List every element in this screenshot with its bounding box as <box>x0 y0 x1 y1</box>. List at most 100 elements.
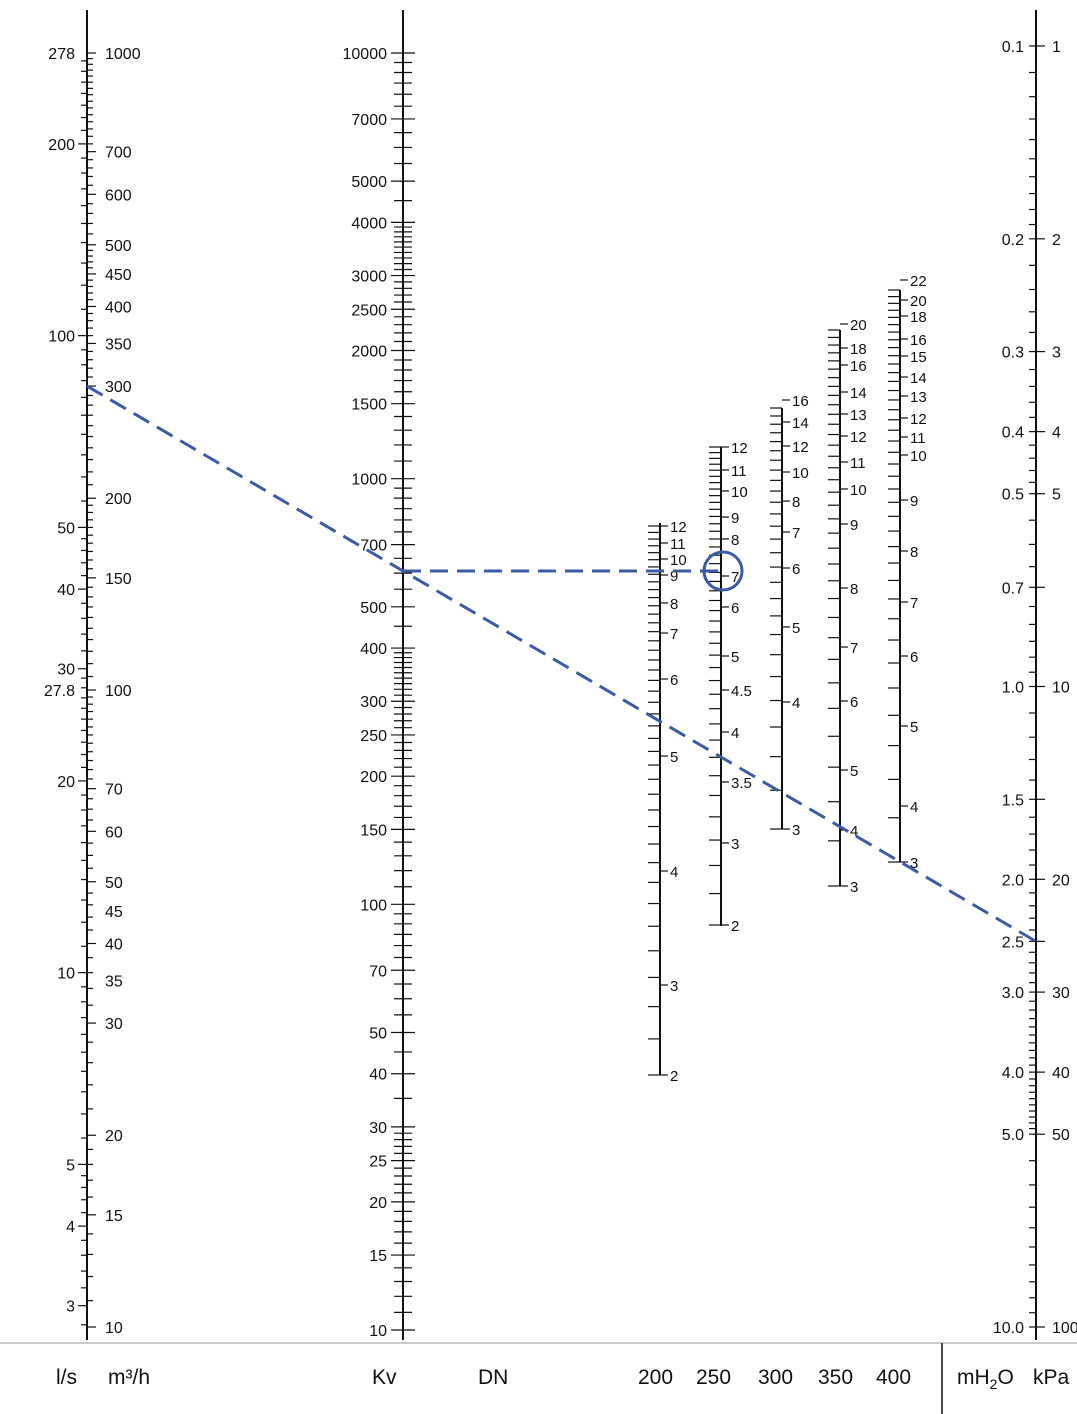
dn350-label: 20 <box>850 317 867 334</box>
kv-label: 400 <box>360 641 387 658</box>
kv-label: 4000 <box>351 215 387 232</box>
dn350-label: 12 <box>850 429 867 446</box>
kpa-label: 2 <box>1052 232 1061 249</box>
example-flow-to-pressure-line <box>86 384 1037 943</box>
flow-ls-label: 100 <box>48 329 75 346</box>
dn250-label: 12 <box>731 440 748 457</box>
flow-ls-label: 3 <box>66 1299 75 1316</box>
kpa-label: 4 <box>1052 425 1061 442</box>
dn250-label: 8 <box>731 532 739 549</box>
kpa-label: 3 <box>1052 345 1061 362</box>
dn400-label: 6 <box>910 649 918 666</box>
kv-label: 15 <box>369 1248 387 1265</box>
kpa-label: 10 <box>1052 680 1070 697</box>
dn350-label: 5 <box>850 763 858 780</box>
kv-label: 40 <box>369 1067 387 1084</box>
kv-label: 25 <box>369 1154 387 1171</box>
mh2o-label: 10.0 <box>993 1320 1024 1337</box>
dn250-label: 6 <box>731 600 739 617</box>
dn200-label: 10 <box>670 552 687 569</box>
kv-label: 7000 <box>351 112 387 129</box>
scale-ticks <box>78 45 1045 1331</box>
dn200-label: 6 <box>670 672 678 689</box>
flow-ls-label: 10 <box>57 966 75 983</box>
dn250-label: 10 <box>731 484 748 501</box>
flow-m3h-label: 50 <box>105 875 123 892</box>
flow-m3h-label: 450 <box>105 267 132 284</box>
dn300-label: 6 <box>792 561 800 578</box>
flow-ls-label: 5 <box>66 1157 75 1174</box>
dn400-label: 18 <box>910 309 927 326</box>
footer-mh2o-sub: 2 <box>990 1376 998 1392</box>
mh2o-label: 5.0 <box>1002 1127 1024 1144</box>
scale-axes <box>86 10 1037 1340</box>
dn200-label: 9 <box>670 568 678 585</box>
dn400-label: 4 <box>910 799 918 816</box>
footer-mh2o-main: mH <box>957 1366 990 1389</box>
flow-m3h-label: 10 <box>105 1320 123 1337</box>
dn400-label: 8 <box>910 544 918 561</box>
dn250-label: 4 <box>731 725 739 742</box>
kv-label: 50 <box>369 1025 387 1042</box>
footer-dn-300: 300 <box>758 1366 793 1389</box>
dn300-label: 8 <box>792 494 800 511</box>
flow-m3h-label: 15 <box>105 1208 123 1225</box>
dn400-label: 11 <box>910 430 926 447</box>
flow-m3h-label: 350 <box>105 336 132 353</box>
flow-m3h-label: 300 <box>105 379 132 396</box>
footer-dn-250: 250 <box>696 1366 731 1389</box>
dn350-label: 11 <box>850 455 866 472</box>
example-reading <box>86 384 1037 943</box>
dn300-label: 3 <box>792 822 800 839</box>
flow-ls-label: 30 <box>57 662 75 679</box>
mh2o-label: 0.3 <box>1002 345 1024 362</box>
mh2o-label: 0.2 <box>1002 232 1024 249</box>
dn400-label: 9 <box>910 493 918 510</box>
footer-m3h: m³/h <box>108 1366 150 1389</box>
dn200-label: 7 <box>670 626 678 643</box>
kv-label: 200 <box>360 769 387 786</box>
flow-m3h-label: 100 <box>105 683 132 700</box>
flow-ls-label: 27.8 <box>44 683 75 700</box>
kpa-label: 100 <box>1052 1320 1077 1337</box>
dn250-label: 5 <box>731 649 739 666</box>
dn200-label: 2 <box>670 1068 678 1085</box>
mh2o-label: 0.1 <box>1002 39 1024 56</box>
dn400-label: 7 <box>910 595 918 612</box>
dn350-label: 13 <box>850 407 867 424</box>
kpa-label: 20 <box>1052 872 1070 889</box>
kv-label: 70 <box>369 963 387 980</box>
mh2o-label: 2.5 <box>1002 934 1024 951</box>
flow-m3h-label: 600 <box>105 187 132 204</box>
mh2o-label: 3.0 <box>1002 985 1024 1002</box>
dn300-label: 12 <box>792 439 809 456</box>
dn350-label: 3 <box>850 879 858 896</box>
flow-m3h-label: 35 <box>105 973 123 990</box>
footer-kv: Kv <box>372 1366 397 1389</box>
kv-label: 500 <box>360 600 387 617</box>
kpa-label: 40 <box>1052 1065 1070 1082</box>
dn200-label: 3 <box>670 978 678 995</box>
mh2o-label: 0.7 <box>1002 580 1024 597</box>
flow-ls-label: 278 <box>48 46 75 63</box>
dn250-label: 3.5 <box>731 775 752 792</box>
dn350-label: 9 <box>850 517 858 534</box>
dn250-label: 9 <box>731 510 739 527</box>
dn400-label: 5 <box>910 719 918 736</box>
dn300-label: 4 <box>792 695 800 712</box>
dn200-label: 8 <box>670 596 678 613</box>
kv-label: 700 <box>360 538 387 555</box>
mh2o-label: 1.0 <box>1002 680 1024 697</box>
dn350-label: 10 <box>850 482 867 499</box>
kv-label: 300 <box>360 694 387 711</box>
kv-label: 250 <box>360 728 387 745</box>
dn200-label: 4 <box>670 864 678 881</box>
footer-mh2o: mH2O <box>957 1366 1014 1392</box>
kv-label: 10000 <box>343 46 388 63</box>
scale-labels: 1000700600500450400350300200150100706050… <box>44 39 1077 1340</box>
dn200-label: 12 <box>670 519 687 536</box>
footer-dn-400: 400 <box>876 1366 911 1389</box>
kpa-label: 1 <box>1052 39 1061 56</box>
kv-label: 1500 <box>351 397 387 414</box>
example-dn-reading-circle <box>702 550 744 592</box>
